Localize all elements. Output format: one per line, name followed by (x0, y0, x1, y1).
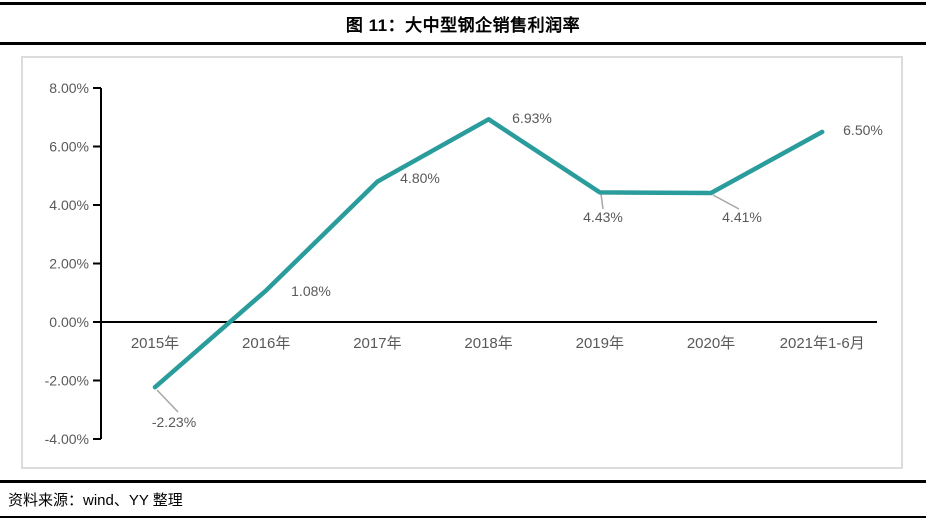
y-tick-label: 2.00% (49, 256, 89, 272)
y-tick-label: -2.00% (45, 373, 89, 389)
data-point-label: 1.08% (291, 283, 331, 299)
data-label-leader-line (712, 194, 740, 210)
data-point-label: 6.50% (843, 122, 883, 138)
title-divider-rule (0, 42, 926, 45)
y-tick-label: -4.00% (45, 431, 89, 447)
x-category-label: 2016年 (242, 335, 290, 352)
data-point-label: 4.43% (583, 209, 623, 225)
x-category-label: 2018年 (464, 335, 512, 352)
chart-panel: 8.00% 6.00% 4.00% 2.00% 0.00% -2.00% -4.00% 201… (21, 56, 903, 469)
x-category-label: 2021年1-6月 (780, 335, 865, 352)
data-point-label: 4.80% (400, 170, 440, 186)
data-label-leader-line (600, 193, 604, 210)
data-point-label: -2.23% (152, 414, 196, 430)
data-point-label: 4.41% (722, 209, 762, 225)
figure-title: 图 11：大中型钢企销售利润率 (345, 16, 581, 35)
top-rule (0, 2, 926, 5)
y-tick-label: 4.00% (49, 197, 89, 213)
y-tick-label: 0.00% (49, 314, 89, 330)
profit-margin-line-chart: 8.00% 6.00% 4.00% 2.00% 0.00% -2.00% -4.00% 201… (45, 80, 883, 447)
x-category-label: 2017年 (353, 335, 401, 352)
footer-divider-rule (0, 480, 926, 483)
y-tick-label: 8.00% (49, 80, 89, 96)
x-category-label: 2019年 (576, 335, 624, 352)
data-source-note: 资料来源：wind、YY 整理 (8, 492, 183, 509)
x-category-label: 2015年 (131, 335, 179, 352)
bottom-rule (0, 516, 926, 518)
x-category-label: 2020年 (687, 335, 735, 352)
y-tick-label: 6.00% (49, 139, 89, 155)
data-label-leader-line (156, 389, 179, 413)
profit-margin-series-line (152, 117, 825, 390)
data-point-label: 6.93% (512, 110, 552, 126)
